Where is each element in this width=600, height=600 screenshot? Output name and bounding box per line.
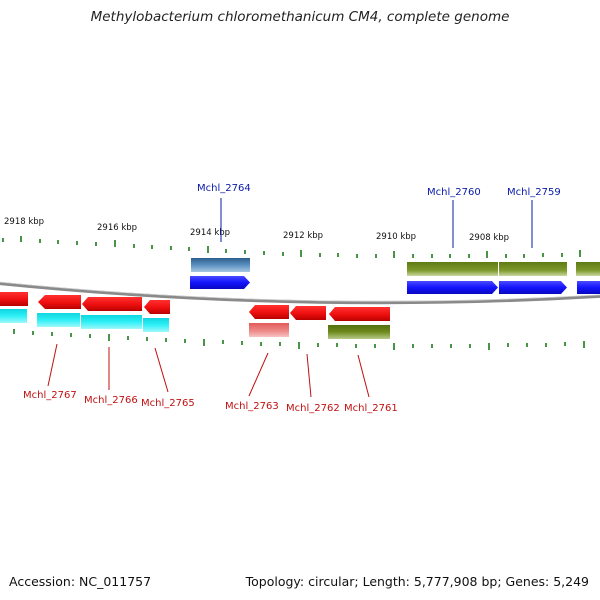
kbp-label-2916: 2916 kbp [97,223,137,233]
gene-label-mchl-2762[interactable]: Mchl_2762 [286,403,340,414]
gene-mchl-2761-other[interactable] [328,325,390,339]
gene-reverse-cds-edge[interactable] [0,292,28,306]
leader-mchl-2767 [47,343,58,387]
kbp-label-2910: 2910 kbp [376,232,416,242]
gene-reverse-alt-edge[interactable] [0,309,27,323]
genome-backbone [0,281,600,305]
gene-label-mchl-2761[interactable]: Mchl_2761 [344,403,398,414]
accession-label: Accession: NC_011757 [9,574,152,589]
upper-tick-ruler [2,236,581,258]
gene-mchl-2766-alt[interactable] [81,315,142,329]
label-leaders [47,198,533,398]
gene-forward-olive-1[interactable] [407,262,498,276]
kbp-label-2912: 2912 kbp [283,231,323,241]
leader-mchl-2765 [154,347,169,393]
kbp-label-2908: 2908 kbp [469,233,509,243]
gene-forward-olive-2[interactable] [499,262,567,276]
lower-tick-ruler [13,329,585,350]
map-title: Methylobacterium chloromethanicum CM4, c… [90,9,510,25]
gene-mchl-2760-cds[interactable] [407,281,498,294]
gene-mchl-2759-cds[interactable] [499,281,567,294]
kbp-label-2914: 2914 kbp [190,228,230,238]
genome-backbone-highlight [0,281,600,302]
leader-mchl-2763 [248,352,269,397]
gene-forward-cds-edge[interactable] [577,281,600,294]
leader-mchl-2761 [357,354,370,398]
gene-forward-cds-1[interactable] [190,276,250,289]
gene-forward-olive-3[interactable] [576,262,600,276]
genome-summary: Topology: circular; Length: 5,777,908 bp… [245,574,589,589]
kbp-label-2918: 2918 kbp [4,217,44,227]
gene-label-mchl-2766[interactable]: Mchl_2766 [84,395,138,406]
gene-mchl-2763-pseudo[interactable] [249,323,289,337]
gene-mchl-2765-cds[interactable] [144,300,170,314]
gene-mchl-2765-alt[interactable] [143,318,169,332]
forward-strand-genes [190,258,600,294]
gene-label-mchl-2759[interactable]: Mchl_2759 [507,187,561,198]
gene-mchl-2761-cds[interactable] [329,307,390,321]
gene-mchl-2763-cds[interactable] [249,305,289,319]
gene-label-mchl-2760[interactable]: Mchl_2760 [427,187,481,198]
leader-mchl-2762 [306,353,312,398]
gene-mchl-2766-cds[interactable] [82,297,142,311]
gene-label-mchl-2763[interactable]: Mchl_2763 [225,401,279,412]
gene-mchl-2767-alt[interactable] [37,313,80,327]
reverse-strand-genes [0,292,390,339]
gene-mchl-2767-cds[interactable] [38,295,81,309]
gene-label-mchl-2764[interactable]: Mchl_2764 [197,183,251,194]
gene-mchl-2764-feature[interactable] [191,258,250,272]
gene-label-mchl-2767[interactable]: Mchl_2767 [23,390,77,401]
gene-label-mchl-2765[interactable]: Mchl_2765 [141,398,195,409]
gene-mchl-2762-cds[interactable] [290,306,326,320]
